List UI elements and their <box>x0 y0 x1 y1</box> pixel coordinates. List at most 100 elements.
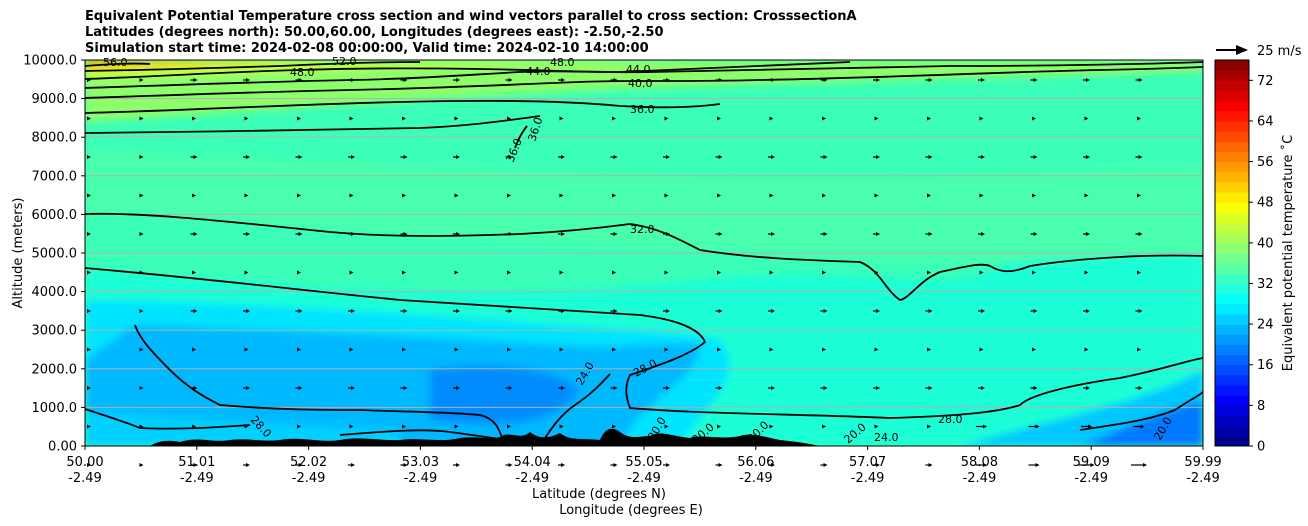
colorbar-tick-label: 0 <box>1257 440 1265 455</box>
wind-vector <box>1081 424 1092 429</box>
contour-32 <box>85 212 1203 301</box>
contour-label: 28.0 <box>938 413 963 426</box>
wind-vector <box>1078 463 1095 467</box>
wind-vector <box>1135 386 1143 390</box>
wind-vector <box>139 116 144 121</box>
wind-vector <box>402 347 406 352</box>
wind-vector <box>769 347 774 352</box>
wind-vector <box>925 232 933 236</box>
colorbar-ticks: 0 8 16 24 32 40 48 56 64 72 <box>1249 74 1274 455</box>
x-tick-label-latitude: 53.03 <box>402 455 439 470</box>
x-tick-label-latitude: 50.00 <box>66 455 103 470</box>
wind-vector <box>1032 116 1036 121</box>
wind-vector <box>87 193 91 198</box>
wind-vector <box>349 193 354 198</box>
wind-vector <box>297 193 301 198</box>
wind-vector <box>874 270 879 275</box>
wind-vector <box>192 424 196 429</box>
contour-label: 32.0 <box>630 223 655 236</box>
wind-vector <box>349 270 354 275</box>
contour-24b <box>539 373 611 446</box>
x-tick-label-latitude: 54.04 <box>514 455 551 470</box>
chart-title-line-1: Equivalent Potential Temperature cross s… <box>85 9 857 24</box>
x-tick-label-longitude: -2.49 <box>180 471 214 486</box>
contour-label: 36.0 <box>630 103 655 116</box>
colorbar-segment <box>1215 313 1249 325</box>
wind-vector <box>715 309 723 313</box>
wind-vector <box>610 232 618 236</box>
wind-vector <box>663 309 670 313</box>
wind-vector <box>349 424 354 429</box>
wind-vector <box>664 347 669 352</box>
wind-vector <box>768 463 775 467</box>
wind-vector <box>1084 193 1089 198</box>
chart-title-line-3: Simulation start time: 2024-02-08 00:00:… <box>85 41 649 56</box>
wind-vector <box>664 116 669 121</box>
colorbar-segment <box>1215 405 1249 417</box>
wind-vector <box>505 78 513 82</box>
wind-vector <box>715 155 723 159</box>
contour-lines <box>85 61 1203 446</box>
wind-vector <box>1133 424 1145 429</box>
wind-vector <box>295 232 303 236</box>
wind-vector <box>295 155 303 159</box>
wind-vector <box>454 347 459 352</box>
wind-vector <box>297 424 301 429</box>
colorbar-segment <box>1215 364 1249 376</box>
wind-vector <box>453 232 460 236</box>
wind-vector <box>87 463 91 467</box>
wind-vector <box>243 155 250 159</box>
wind-vector <box>348 78 355 82</box>
wind-vector <box>717 424 721 429</box>
wind-vector <box>715 232 723 236</box>
y-tick-label: 5000.0 <box>32 247 78 262</box>
colorbar-segment <box>1215 324 1249 335</box>
x-tick-label-latitude: 52.02 <box>290 455 327 470</box>
wind-vector <box>715 78 723 82</box>
x-tick-label-latitude: 51.01 <box>178 455 215 470</box>
colorbar-segment <box>1215 161 1249 173</box>
x-tick-label-latitude: 55.05 <box>625 455 662 470</box>
colorbar-segment <box>1215 263 1249 274</box>
wind-vector <box>139 78 144 82</box>
wind-vector <box>139 155 144 159</box>
wind-vector <box>925 155 933 159</box>
contour-label: 48.0 <box>550 56 575 69</box>
wind-vector <box>507 193 511 198</box>
colorbar-segment <box>1215 100 1249 112</box>
x-tick-label-longitude: -2.49 <box>404 471 438 486</box>
wind-vector <box>1028 424 1040 429</box>
wind-vector <box>507 116 511 121</box>
y-axis-label: Altitude (meters) <box>11 198 26 309</box>
colorbar-tick-label: 16 <box>1257 358 1274 373</box>
y-tick-label: 4000.0 <box>32 285 78 300</box>
wind-vector <box>454 116 459 121</box>
contour-28 <box>85 267 1203 419</box>
wind-vector <box>612 347 616 352</box>
wind-vector <box>663 232 670 236</box>
wind-vector <box>820 155 828 159</box>
wind-vector <box>1030 78 1038 82</box>
contour-36c <box>514 125 528 149</box>
wind-vector <box>453 78 460 82</box>
contour-44 <box>85 61 1203 89</box>
y-tick-label: 8000.0 <box>32 131 78 146</box>
colorbar-frame <box>1214 59 1250 447</box>
wind-vector <box>558 309 565 313</box>
wind-vector <box>610 386 618 390</box>
y-tick-label: 7000.0 <box>32 169 78 184</box>
y-tick-label: 2000.0 <box>32 362 78 377</box>
wind-vector <box>1137 270 1141 275</box>
wind-vector <box>190 232 198 236</box>
colorbar-tick-label: 72 <box>1257 74 1274 89</box>
wind-vector <box>610 155 618 159</box>
wind-vector <box>1135 78 1143 82</box>
wind-vector <box>925 463 933 467</box>
wind-vector <box>559 270 564 275</box>
wind-vector <box>768 386 775 390</box>
wind-vector <box>87 309 91 313</box>
wind-vectors <box>87 78 1147 467</box>
x-tick-label-longitude: -2.49 <box>515 471 549 486</box>
wind-vector <box>612 116 616 121</box>
colorbar-segment <box>1215 253 1249 264</box>
